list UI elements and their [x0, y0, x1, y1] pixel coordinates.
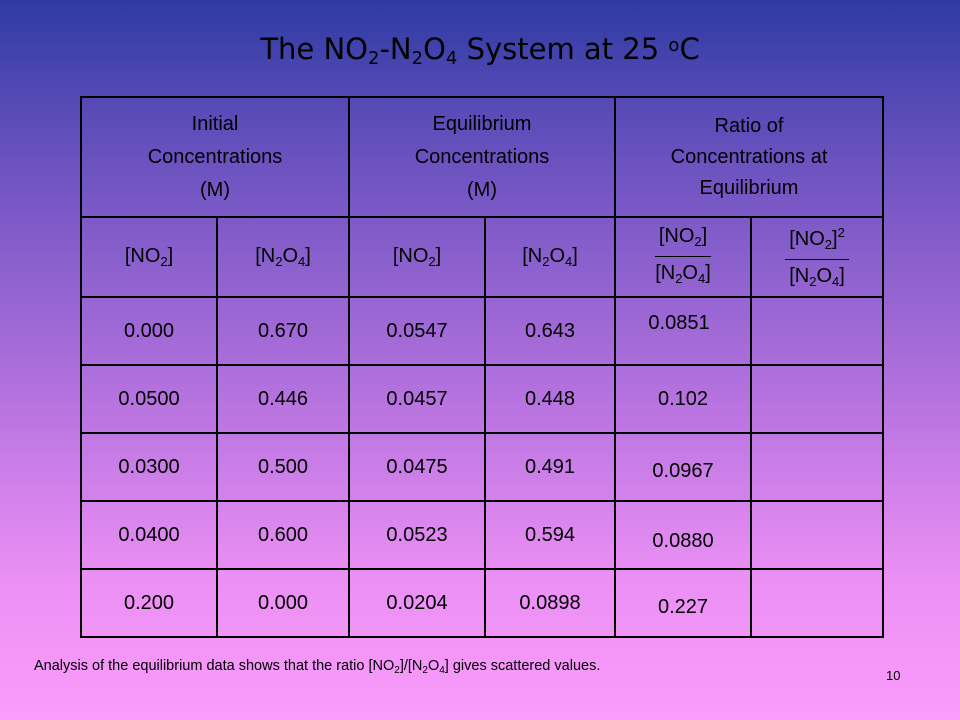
cell-ratio-squared	[749, 568, 885, 638]
cell-initial-n2o4: 0.446	[216, 364, 350, 434]
subheader-initial-no2: [NO2]	[80, 216, 218, 298]
subheader-ratio-linear: [NO2] [N2O4]	[614, 216, 752, 298]
cell-ratio-linear: 0.227	[614, 568, 752, 638]
cell-eq-no2: 0.0457	[348, 364, 486, 434]
subheader-initial-n2o4: [N2O4]	[216, 216, 350, 298]
subheader-eq-n2o4: [N2O4]	[484, 216, 616, 298]
cell-eq-n2o4: 0.594	[484, 500, 616, 570]
cell-eq-n2o4: 0.643	[484, 296, 616, 366]
subheader-eq-no2: [NO2]	[348, 216, 486, 298]
cell-initial-n2o4: 0.500	[216, 432, 350, 502]
cell-initial-no2: 0.0300	[80, 432, 218, 502]
table-row: 0.0500 0.446 0.0457 0.448 0.102	[80, 364, 885, 434]
table-row: 0.000 0.670 0.0547 0.643 0.0851	[80, 296, 885, 366]
cell-eq-no2: 0.0204	[348, 568, 486, 638]
cell-initial-no2: 0.000	[80, 296, 218, 366]
cell-ratio-linear: 0.102	[614, 364, 752, 434]
table-row: 0.0400 0.600 0.0523 0.594 0.0880	[80, 500, 885, 570]
equilibrium-table: Initial Concentrations (M) Equilibrium Conc…	[80, 96, 885, 638]
cell-ratio-linear: 0.0851	[614, 296, 752, 366]
cell-ratio-squared	[749, 364, 885, 434]
table-subheader-row: [NO2] [N2O4] [NO2] [N2O4] [NO2] [N2O4] […	[80, 216, 885, 298]
cell-eq-no2: 0.0547	[348, 296, 486, 366]
cell-initial-n2o4: 0.600	[216, 500, 350, 570]
cell-ratio-squared	[749, 432, 885, 502]
cell-initial-no2: 0.0400	[80, 500, 218, 570]
table-header-row: Initial Concentrations (M) Equilibrium Conc…	[80, 96, 885, 218]
cell-ratio-squared	[749, 500, 885, 570]
cell-ratio-squared	[749, 296, 885, 366]
cell-eq-n2o4: 0.448	[484, 364, 616, 434]
cell-initial-n2o4: 0.670	[216, 296, 350, 366]
header-equilibrium: Equilibrium Concentrations (M)	[348, 96, 616, 218]
cell-initial-no2: 0.200	[80, 568, 218, 638]
header-initial: Initial Concentrations (M)	[80, 96, 350, 218]
cell-ratio-linear: 0.0967	[614, 432, 752, 502]
cell-eq-no2: 0.0475	[348, 432, 486, 502]
cell-eq-n2o4: 0.491	[484, 432, 616, 502]
header-ratio: Ratio of Concentrations at Equilibrium	[613, 96, 885, 218]
cell-eq-no2: 0.0523	[348, 500, 486, 570]
cell-initial-no2: 0.0500	[80, 364, 218, 434]
table-row: 0.0300 0.500 0.0475 0.491 0.0967	[80, 432, 885, 502]
cell-eq-n2o4: 0.0898	[484, 568, 616, 638]
analysis-footnote: Analysis of the equilibrium data shows t…	[34, 658, 601, 676]
slide-title: The NO2-N2O4 System at 25 oC	[260, 32, 700, 69]
cell-ratio-linear: 0.0880	[614, 500, 752, 570]
table-row: 0.200 0.000 0.0204 0.0898 0.227	[80, 568, 885, 638]
cell-initial-n2o4: 0.000	[216, 568, 350, 638]
page-number: 10	[886, 668, 901, 683]
subheader-ratio-squared: [NO2]2 [N2O4]	[749, 216, 885, 298]
